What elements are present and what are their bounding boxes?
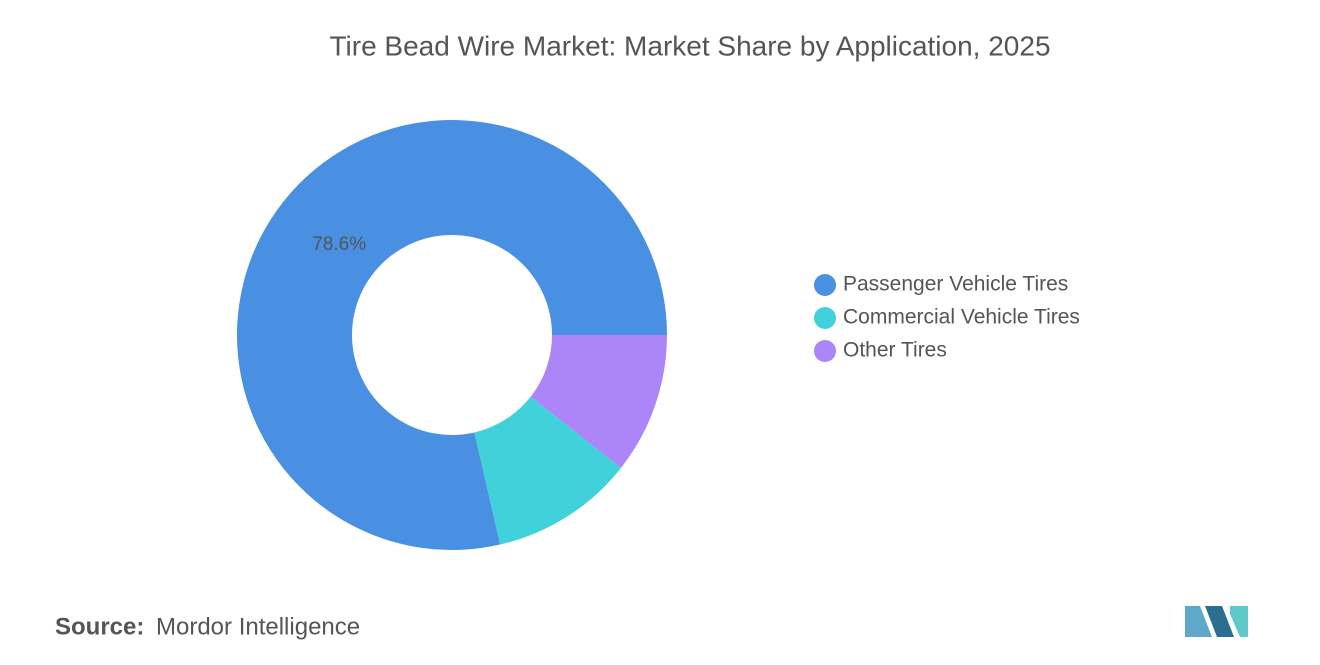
legend-label: Commercial Vehicle Tires	[843, 306, 1080, 329]
source-label: Source:	[55, 613, 144, 640]
legend-label: Passenger Vehicle Tires	[843, 273, 1068, 296]
donut-slice	[474, 396, 622, 545]
legend-marker	[814, 340, 836, 362]
donut-slice	[530, 335, 667, 468]
logo	[1185, 606, 1248, 637]
donut-slice	[236, 119, 667, 550]
legend-marker	[814, 307, 836, 329]
data-label: 78.6%	[312, 234, 366, 255]
legend-label: Other Tires	[843, 339, 947, 362]
chart-title: Tire Bead Wire Market: Market Share by A…	[329, 30, 1050, 61]
legend-marker	[814, 274, 836, 296]
source-text: Mordor Intelligence	[156, 613, 360, 640]
